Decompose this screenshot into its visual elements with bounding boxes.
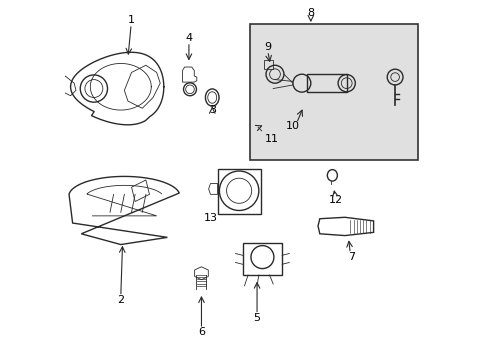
Text: 5: 5 — [253, 313, 260, 323]
Text: 13: 13 — [203, 213, 217, 222]
Text: 6: 6 — [198, 327, 204, 337]
Text: 11: 11 — [264, 134, 278, 144]
Bar — [306, 74, 346, 92]
Text: 7: 7 — [348, 252, 355, 262]
Bar — [264, 60, 273, 69]
Text: 8: 8 — [306, 8, 314, 18]
Text: 4: 4 — [185, 33, 192, 43]
Text: 9: 9 — [264, 42, 271, 52]
Text: 1: 1 — [128, 15, 135, 26]
Text: 2: 2 — [117, 295, 124, 305]
Bar — [249, 24, 418, 160]
Text: 12: 12 — [328, 195, 342, 205]
Text: 3: 3 — [208, 105, 215, 115]
Text: 10: 10 — [285, 121, 299, 131]
